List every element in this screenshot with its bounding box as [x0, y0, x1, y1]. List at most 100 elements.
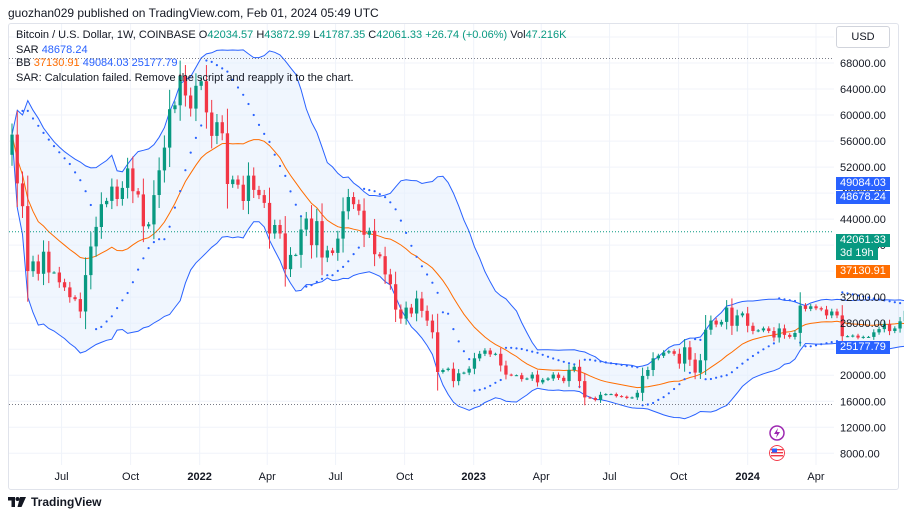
sar-dot [231, 78, 234, 81]
candle-body [451, 368, 456, 382]
candle-body [409, 307, 413, 314]
sar-dot [872, 297, 875, 300]
candle-body [394, 284, 398, 310]
candle-body [698, 360, 702, 373]
sar-error-message: SAR: Calculation failed. Remove the scri… [16, 72, 354, 84]
candle-body [441, 370, 445, 372]
sar-dot [699, 338, 702, 341]
candle-body [830, 311, 834, 316]
lightning-icon[interactable] [769, 425, 785, 441]
sar-dot [704, 378, 707, 381]
sar-legend[interactable]: SAR 48678.24 [16, 44, 88, 57]
candle-body [646, 370, 650, 376]
sar-dot [63, 157, 66, 160]
candle-body [845, 336, 850, 338]
candle-body [714, 320, 718, 325]
sar-dot [179, 190, 182, 193]
sar-dot [489, 384, 492, 387]
candle-body [619, 396, 624, 398]
sar-dot [420, 265, 423, 268]
candle-body [840, 315, 844, 337]
sar-dot [588, 358, 592, 361]
candle-body [351, 197, 356, 205]
sar-dot [152, 241, 155, 244]
candle-body [767, 328, 771, 331]
candle-body [893, 328, 897, 331]
candle-body [809, 306, 813, 309]
tradingview-logo[interactable]: TradingView [8, 495, 101, 509]
sar-dot [688, 371, 692, 374]
sar-dot [541, 353, 544, 356]
sar-dot [657, 398, 660, 401]
sar-dot [573, 363, 576, 366]
sar-dot [746, 358, 749, 361]
sar-dot [37, 124, 40, 127]
y-tick-label: 12000.00 [840, 422, 886, 434]
sar-dot [851, 293, 854, 296]
sar-dot [68, 162, 71, 166]
y-tick-label: 44000.00 [840, 214, 886, 226]
candle-body [593, 398, 597, 400]
sar-dot [793, 299, 797, 303]
candle-body [315, 221, 319, 246]
y-tick-label: 20000.00 [840, 370, 886, 382]
sar-dot [615, 363, 618, 366]
low-label: L [313, 29, 320, 41]
bb-fill [12, 49, 904, 419]
candle-body [47, 251, 51, 273]
candle-body [898, 321, 902, 329]
candle-body [572, 366, 576, 371]
candle-body [120, 187, 124, 199]
candle-body [383, 256, 387, 275]
candle-body [520, 375, 524, 380]
sar-dot [609, 362, 613, 365]
sar-dot [814, 344, 818, 347]
candle-body [215, 122, 219, 136]
sar-dot [173, 206, 176, 209]
candle-body [866, 336, 871, 338]
candle-body [672, 351, 676, 354]
candle-body [514, 375, 519, 377]
candle-body [115, 186, 119, 199]
x-tick-label: Jul [603, 471, 617, 483]
sar-dot [105, 320, 108, 323]
candle-body [430, 320, 435, 333]
currency-button[interactable]: USD [836, 26, 890, 48]
candle-body [499, 353, 503, 366]
candle-body [36, 261, 40, 274]
sar-dot [184, 169, 187, 172]
sar-dot [741, 362, 744, 365]
sar-dot [79, 179, 82, 182]
candle-body [877, 329, 881, 333]
candle-body [604, 394, 608, 396]
candle-body [851, 335, 855, 337]
sar-dot [447, 312, 450, 315]
candle-body [294, 254, 298, 256]
candle-body [105, 200, 109, 205]
sar-dot [788, 299, 791, 302]
candle-body [824, 309, 829, 316]
ohlc-legend: Bitcoin / U.S. Dollar, 1W, COINBASE O420… [16, 29, 567, 42]
sar-dot [625, 364, 628, 367]
sar-dot [142, 257, 145, 260]
candle-body [304, 218, 308, 230]
x-tick-label: 2022 [187, 471, 211, 483]
y-tick-label: 68000.00 [840, 58, 886, 70]
candle-body [10, 134, 14, 155]
candle-body [493, 353, 498, 355]
y-tick-label: 16000.00 [840, 396, 886, 408]
sar-dot [289, 190, 292, 193]
bb-legend[interactable]: BB 37130.91 49084.03 25177.79 [16, 57, 178, 70]
us-flag-icon[interactable] [769, 445, 785, 461]
candle-body [478, 353, 482, 359]
sar-dot [888, 300, 891, 303]
candle-body [535, 374, 540, 383]
sar-dot [567, 362, 571, 365]
candle-body [262, 195, 266, 203]
sar-dot [856, 294, 860, 297]
candle-body [162, 147, 167, 171]
sar-dot [368, 189, 371, 192]
candle-body [131, 168, 135, 192]
candle-body [882, 323, 886, 330]
